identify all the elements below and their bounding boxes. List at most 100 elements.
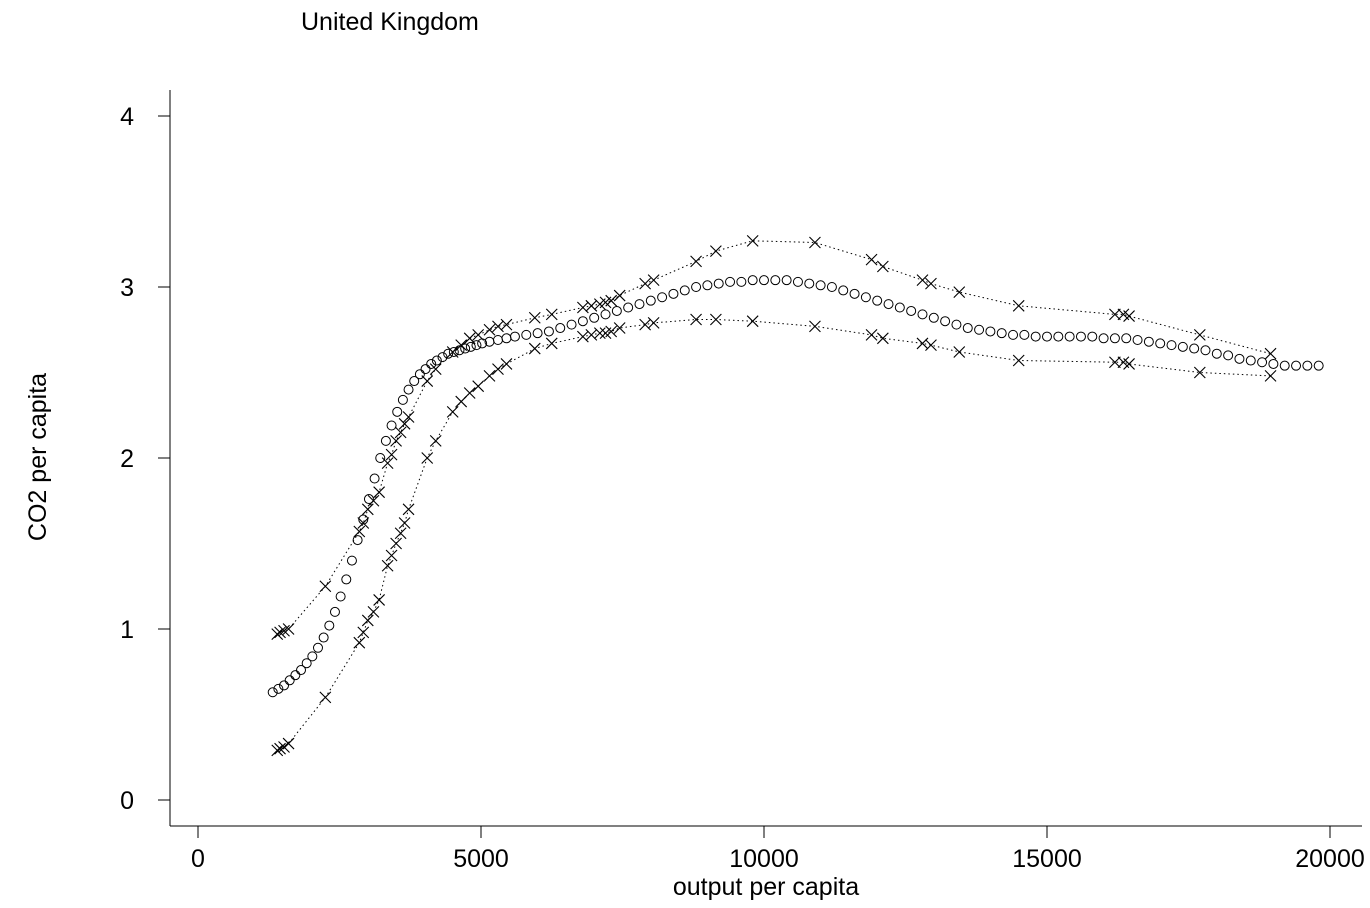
data-point bbox=[282, 623, 295, 635]
data-point bbox=[809, 236, 821, 249]
data-point bbox=[725, 276, 736, 287]
data-point bbox=[465, 341, 476, 352]
data-point bbox=[1098, 333, 1109, 344]
data-point bbox=[928, 312, 939, 323]
data-point bbox=[953, 286, 966, 299]
data-point bbox=[446, 405, 459, 418]
data-point bbox=[613, 322, 626, 334]
data-point bbox=[1109, 333, 1120, 344]
data-point bbox=[483, 323, 496, 336]
data-point bbox=[421, 452, 434, 464]
data-point bbox=[367, 606, 380, 618]
data-point bbox=[1008, 329, 1019, 340]
data-point bbox=[429, 435, 442, 447]
data-point bbox=[346, 555, 357, 566]
data-point bbox=[472, 328, 485, 341]
data-point bbox=[394, 527, 407, 540]
data-point bbox=[545, 337, 558, 350]
data-point bbox=[420, 364, 431, 375]
data-point bbox=[611, 305, 622, 316]
data-point bbox=[1030, 331, 1041, 342]
data-point bbox=[634, 299, 645, 310]
data-point bbox=[409, 376, 420, 387]
data-point bbox=[282, 737, 295, 750]
data-point bbox=[1121, 333, 1132, 344]
data-point bbox=[380, 435, 391, 446]
data-point bbox=[398, 517, 411, 529]
data-point bbox=[792, 276, 803, 287]
data-point bbox=[361, 614, 374, 627]
data-point bbox=[414, 369, 425, 380]
data-point bbox=[353, 636, 366, 649]
data-point bbox=[385, 549, 398, 562]
data-point bbox=[865, 253, 878, 266]
data-point bbox=[690, 313, 702, 326]
data-point bbox=[838, 285, 849, 296]
data-point bbox=[746, 315, 759, 328]
data-point bbox=[353, 525, 366, 538]
data-point bbox=[1064, 331, 1075, 342]
data-point bbox=[876, 332, 889, 345]
data-point bbox=[500, 358, 513, 370]
data-point bbox=[974, 324, 985, 335]
data-point bbox=[1053, 331, 1064, 342]
x-tick-label: 10000 bbox=[729, 845, 799, 873]
data-point bbox=[319, 691, 332, 704]
data-point bbox=[271, 744, 284, 757]
data-point bbox=[335, 591, 346, 602]
data-point bbox=[747, 275, 758, 286]
data-point bbox=[521, 329, 532, 340]
data-point bbox=[645, 295, 656, 306]
data-point bbox=[402, 503, 415, 516]
data-point bbox=[324, 620, 335, 631]
data-point bbox=[826, 282, 837, 292]
data-point bbox=[809, 320, 821, 333]
data-point bbox=[605, 325, 618, 338]
data-point bbox=[1042, 331, 1052, 342]
x-tick-label: 20000 bbox=[1295, 845, 1365, 873]
data-point bbox=[1123, 310, 1135, 322]
data-point bbox=[1234, 353, 1245, 364]
data-point bbox=[492, 320, 504, 333]
data-point bbox=[509, 331, 520, 342]
y-tick-label: 1 bbox=[120, 616, 134, 644]
data-point bbox=[318, 632, 329, 643]
data-point bbox=[274, 742, 286, 755]
data-point bbox=[1245, 355, 1256, 366]
data-point bbox=[363, 494, 374, 505]
data-point bbox=[925, 277, 937, 290]
data-point bbox=[369, 473, 380, 484]
data-point bbox=[1291, 360, 1302, 371]
data-point bbox=[279, 680, 290, 691]
data-point bbox=[341, 574, 352, 585]
series-line bbox=[276, 319, 1271, 751]
data-point bbox=[985, 326, 996, 337]
data-point bbox=[916, 274, 929, 287]
data-point bbox=[555, 323, 566, 334]
data-point bbox=[455, 339, 468, 352]
data-point bbox=[463, 332, 476, 345]
data-point bbox=[390, 435, 402, 447]
data-point bbox=[397, 394, 408, 405]
data-point bbox=[815, 280, 826, 291]
data-point bbox=[576, 330, 589, 343]
data-point bbox=[736, 276, 747, 287]
data-point bbox=[429, 363, 442, 375]
data-point bbox=[319, 580, 332, 593]
data-point bbox=[647, 274, 660, 287]
data-point bbox=[390, 537, 402, 550]
data-point bbox=[367, 494, 380, 507]
data-point bbox=[381, 457, 394, 470]
data-point bbox=[545, 308, 558, 321]
data-point bbox=[585, 299, 598, 312]
data-point bbox=[690, 255, 702, 268]
data-point bbox=[358, 514, 369, 525]
data-point bbox=[804, 278, 815, 289]
data-point bbox=[759, 275, 769, 286]
data-point bbox=[492, 363, 504, 375]
data-point bbox=[1109, 308, 1121, 321]
data-point bbox=[373, 594, 386, 606]
data-point bbox=[1109, 356, 1121, 369]
data-point bbox=[472, 380, 485, 393]
